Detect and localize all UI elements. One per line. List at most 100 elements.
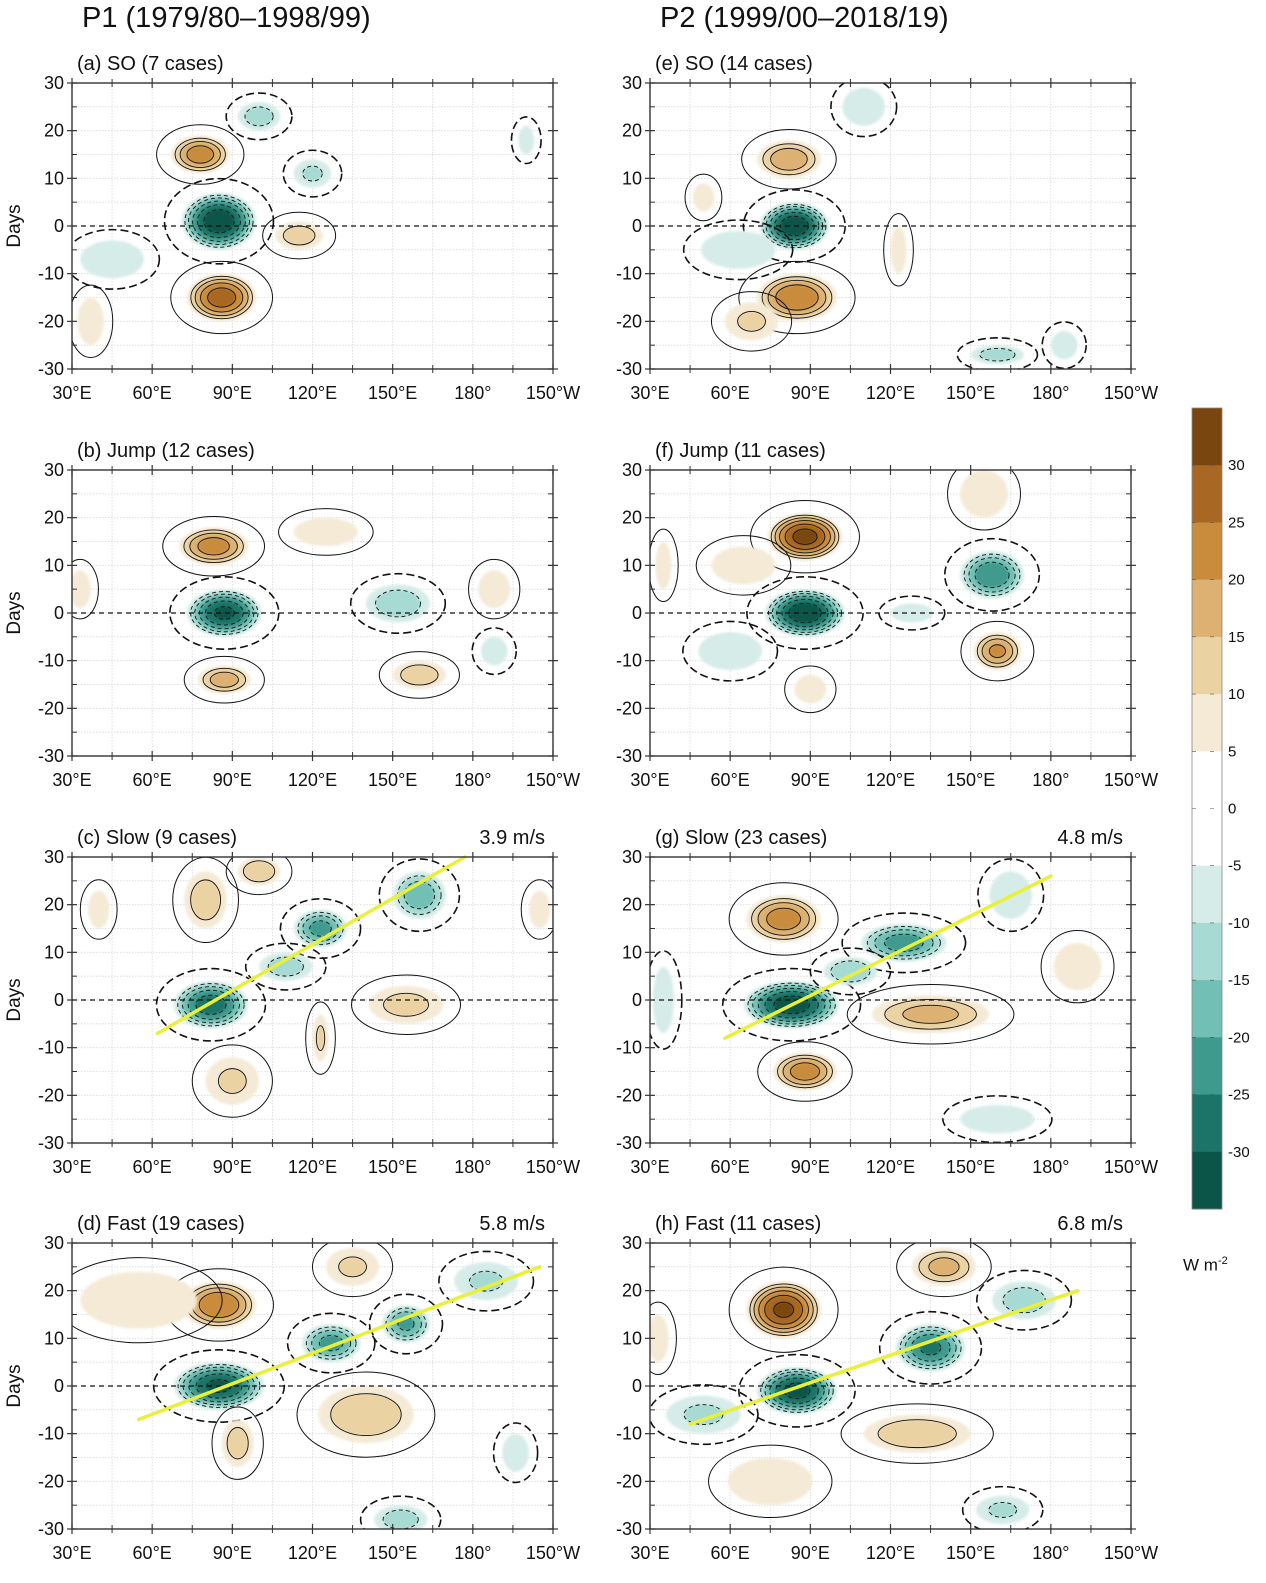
negative-anomaly <box>746 576 864 650</box>
negative-anomaly <box>492 1422 539 1484</box>
y-tick-label: 10 <box>622 942 642 962</box>
contour-line <box>710 291 793 352</box>
positive-anomaly <box>710 291 793 352</box>
x-tick-label: 180° <box>454 1157 491 1177</box>
x-tick-label: 60°E <box>133 1543 172 1563</box>
negative-anomaly <box>279 897 362 960</box>
contour-line <box>767 279 827 316</box>
x-tick-label: 60°E <box>133 1157 172 1177</box>
colorbar-tick-label: 10 <box>1228 686 1245 703</box>
contour-line <box>177 1364 261 1408</box>
y-axis-label: Days <box>4 204 25 247</box>
y-tick-label: 0 <box>54 216 64 236</box>
shaded-level <box>469 1271 503 1292</box>
x-tick-label: 90°E <box>791 1157 830 1177</box>
contour-line <box>883 213 914 287</box>
contour-line <box>784 665 837 714</box>
x-tick-label: 150°W <box>1104 1157 1158 1177</box>
contour-line <box>764 1294 803 1325</box>
contour-line <box>790 1062 820 1081</box>
negative-anomaly <box>956 337 1039 369</box>
contour-line <box>338 1256 367 1278</box>
contour-line <box>976 1269 1073 1331</box>
contour-line <box>650 528 679 602</box>
contour-line <box>976 634 1018 668</box>
shaded-level <box>794 675 827 704</box>
x-tick-label: 150°E <box>368 1543 417 1563</box>
contour-line <box>177 983 245 1027</box>
positive-anomaly <box>520 879 553 940</box>
x-tick-label: 60°E <box>711 770 750 790</box>
shaded-level <box>692 183 715 212</box>
contour-line <box>202 667 247 692</box>
shaded-level <box>309 920 332 937</box>
contour-line <box>761 276 833 319</box>
panel-b: 30°E 60°E 90°E 120°E 150°E 180° 150°W 30 20 10 0 -1… <box>4 440 580 790</box>
y-axis-label: Days <box>4 978 25 1021</box>
x-tick-label: 180° <box>1032 770 1069 790</box>
y-tick-label: -20 <box>38 1085 64 1105</box>
shaded-level <box>1050 330 1078 360</box>
positive-anomaly <box>960 620 1035 682</box>
shaded-level <box>80 240 144 279</box>
contour-line <box>878 1310 983 1385</box>
positive-anomaly <box>695 535 792 596</box>
shaded-level <box>207 287 236 308</box>
y-tick-label: -20 <box>616 698 642 718</box>
panel-a: 30°E 60°E 90°E 120°E 150°E 180° 150°W 30 20 10 0 -1… <box>4 53 580 403</box>
shaded-level <box>979 348 1015 361</box>
contour-line <box>492 1422 539 1484</box>
y-tick-label: 20 <box>44 121 64 141</box>
negative-anomaly <box>359 1495 442 1529</box>
contour-line <box>244 942 327 991</box>
positive-anomaly <box>351 974 462 1036</box>
grid <box>650 470 1131 756</box>
positive-anomaly <box>947 470 1021 531</box>
contour-line <box>211 1406 264 1480</box>
colorbar-band <box>1192 1037 1222 1096</box>
contour-line <box>650 1384 759 1446</box>
shaded-level <box>383 993 429 1017</box>
shaded-level <box>737 311 766 332</box>
colorbar-band <box>1192 980 1222 1038</box>
positive-anomaly <box>378 651 460 699</box>
positive-anomaly <box>72 1257 223 1344</box>
contour-line <box>841 912 967 974</box>
shaded-level <box>72 570 91 609</box>
y-tick-label: 30 <box>622 460 642 480</box>
colorbar-band <box>1192 808 1222 867</box>
shaded-level <box>960 1104 1035 1134</box>
contour-line <box>186 145 215 164</box>
shaded-level <box>775 284 819 311</box>
y-tick-label: 20 <box>44 895 64 915</box>
colorbar-band <box>1192 694 1222 752</box>
panel-title: (d) Fast (19 cases) <box>77 1213 245 1235</box>
contour-line <box>769 1374 825 1408</box>
negative-anomaly <box>378 858 461 933</box>
positive-anomaly <box>708 1444 833 1519</box>
panel-title: (g) Slow (23 cases) <box>655 827 827 849</box>
y-tick-label: 10 <box>44 1328 64 1348</box>
shaded-level <box>928 1257 960 1276</box>
shaded-level <box>294 517 358 547</box>
x-tick-label: 30°E <box>630 383 669 403</box>
shaded-level <box>792 529 818 545</box>
contour-line <box>899 1326 962 1370</box>
colorbar-unit-exponent: -2 <box>1217 1255 1228 1267</box>
shaded-level <box>989 644 1006 658</box>
x-tick-label: 120°E <box>866 1543 915 1563</box>
y-tick-label: 0 <box>54 603 64 623</box>
y-axis-label: Days <box>4 591 25 634</box>
shaded-level <box>88 890 110 929</box>
contour-line <box>188 1369 250 1403</box>
positive-anomaly <box>741 129 837 190</box>
contour-line <box>195 1373 243 1399</box>
y-tick-label: 20 <box>622 508 642 528</box>
contour-line <box>737 310 766 332</box>
positive-anomaly <box>225 857 293 896</box>
shaded-level <box>770 148 808 171</box>
x-tick-label: 30°E <box>52 1543 91 1563</box>
contour-line <box>438 1250 535 1312</box>
y-tick-label: -30 <box>616 746 642 766</box>
